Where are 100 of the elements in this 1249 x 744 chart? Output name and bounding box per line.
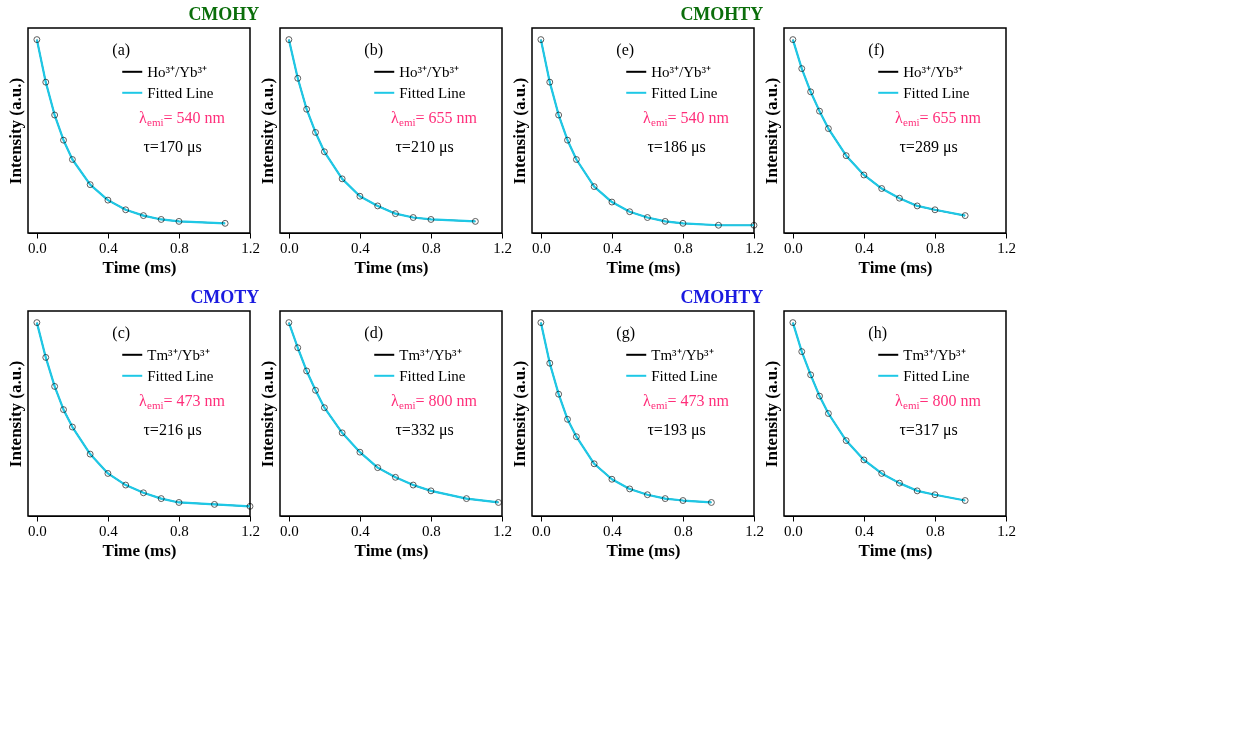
x-tick-label: 0.4 <box>603 239 623 256</box>
point <box>842 152 850 160</box>
annotation: τ=317 μs <box>899 420 958 439</box>
point <box>679 219 687 227</box>
x-axis-title: Time (ms) <box>354 540 429 560</box>
point <box>285 36 293 44</box>
point <box>68 423 76 431</box>
point <box>42 78 50 86</box>
x-tick-label: 0.0 <box>28 522 47 539</box>
point <box>590 183 598 190</box>
point <box>294 74 302 82</box>
point <box>140 489 147 497</box>
point <box>374 464 382 472</box>
y-axis-title: Intensity (a.u.) <box>761 77 781 185</box>
point <box>312 386 319 394</box>
y-axis-title: Intensity (a.u.) <box>5 360 25 468</box>
point <box>807 88 815 96</box>
annotation: τ=186 μs <box>647 137 706 156</box>
point <box>789 319 797 327</box>
point <box>750 221 758 229</box>
annotation: (a) <box>112 41 131 59</box>
point <box>816 392 823 400</box>
x-tick-label: 0.8 <box>422 522 441 539</box>
point <box>86 181 94 189</box>
point <box>572 156 580 163</box>
point <box>68 156 76 163</box>
point <box>374 202 382 210</box>
annotation: (d) <box>364 324 384 342</box>
point <box>626 208 634 216</box>
x-tick-label: 0.0 <box>532 522 551 539</box>
legend-label: Ho³⁺/Yb³⁺ <box>147 63 208 80</box>
annotation: τ=216 μs <box>143 420 202 439</box>
x-tick-label: 0.4 <box>99 239 119 256</box>
point <box>33 319 41 327</box>
point <box>644 491 651 499</box>
x-tick-label: 0.4 <box>855 522 875 539</box>
point <box>824 410 832 417</box>
point <box>789 36 797 44</box>
legend-label: Fitted Line <box>651 84 718 101</box>
point <box>707 499 715 506</box>
y-axis-title: Intensity (a.u.) <box>509 360 529 468</box>
x-tick-label: 0.8 <box>926 239 945 256</box>
x-tick-label: 0.0 <box>784 522 803 539</box>
point <box>572 433 580 441</box>
legend-label: Tm³⁺/Yb³⁺ <box>147 346 210 363</box>
x-tick-label: 0.4 <box>855 239 875 256</box>
point <box>626 485 634 493</box>
point <box>33 36 41 44</box>
x-tick-label: 1.2 <box>493 522 512 539</box>
point <box>608 198 616 206</box>
point <box>104 196 112 204</box>
point <box>320 404 328 412</box>
annotation: (e) <box>616 41 635 59</box>
x-tick-label: 0.8 <box>422 239 441 256</box>
point <box>303 105 311 113</box>
point <box>679 497 687 504</box>
x-tick-label: 1.2 <box>241 522 260 539</box>
y-axis-title: Intensity (a.u.) <box>257 360 277 468</box>
x-tick-label: 0.8 <box>170 239 189 256</box>
point <box>303 367 311 375</box>
x-tick-label: 0.8 <box>926 522 945 539</box>
point <box>175 499 183 506</box>
legend-label: Ho³⁺/Yb³⁺ <box>399 63 460 80</box>
x-tick-label: 1.2 <box>745 522 764 539</box>
point <box>495 499 502 506</box>
annotation: τ=289 μs <box>899 137 958 156</box>
point <box>246 502 254 510</box>
point <box>661 495 669 502</box>
point <box>644 214 651 221</box>
x-tick-label: 0.0 <box>280 239 299 256</box>
point <box>896 194 903 202</box>
point <box>824 125 832 132</box>
point <box>320 148 328 156</box>
point <box>392 210 399 218</box>
legend-label: Tm³⁺/Yb³⁺ <box>651 346 714 363</box>
point <box>471 217 479 225</box>
point <box>564 415 571 423</box>
point <box>878 470 886 477</box>
point <box>140 212 147 219</box>
annotation: (b) <box>364 41 384 59</box>
point <box>122 481 130 489</box>
y-axis-title: Intensity (a.u.) <box>761 360 781 468</box>
point <box>546 78 554 86</box>
point <box>122 206 130 214</box>
legend-label: Ho³⁺/Yb³⁺ <box>651 63 712 80</box>
point <box>51 111 59 119</box>
point <box>157 495 165 502</box>
legend-label: Ho³⁺/Yb³⁺ <box>903 63 964 80</box>
point <box>294 344 302 352</box>
x-axis-title: Time (ms) <box>102 257 177 277</box>
point <box>807 371 815 379</box>
legend-label: Fitted Line <box>903 84 970 101</box>
legend-label: Tm³⁺/Yb³⁺ <box>399 346 462 363</box>
legend-label: Fitted Line <box>399 84 466 101</box>
annotation: (c) <box>112 324 131 342</box>
annotation: τ=332 μs <box>395 420 454 439</box>
annotation: τ=193 μs <box>647 420 706 439</box>
point <box>931 491 939 499</box>
point <box>555 390 563 398</box>
point <box>338 175 346 183</box>
